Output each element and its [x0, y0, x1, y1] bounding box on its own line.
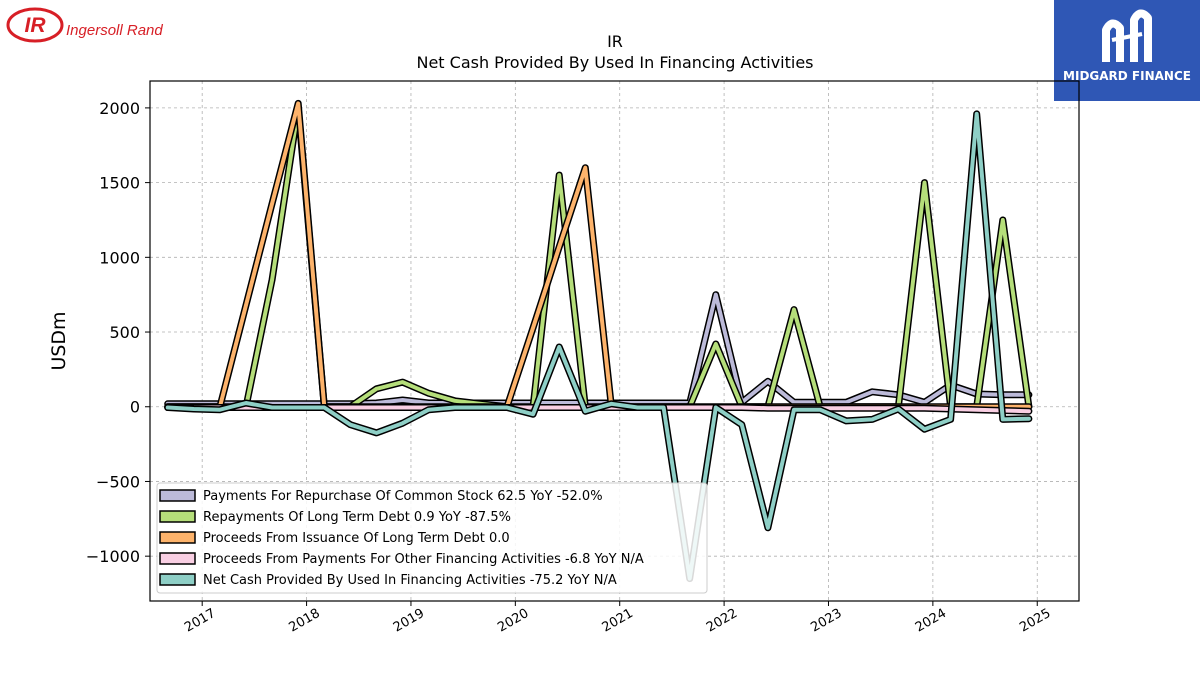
y-axis-label: USDm [48, 311, 70, 370]
logo-mark-text: IR [25, 14, 47, 37]
x-tick-label: 2017 [182, 606, 218, 636]
y-axis: −1000 −500 0 500 1000 1500 2000 [86, 99, 150, 566]
midgard-finance-logo: MIDGARD FINANCE [1054, 0, 1200, 101]
y-tick-label: 2000 [99, 99, 140, 118]
plot-frame [149, 80, 1080, 602]
x-axis: 2017 2018 2019 2020 2021 2022 2023 2024 2025 [182, 601, 1053, 635]
midgard-finance-wordmark: MIDGARD FINANCE [1063, 69, 1191, 83]
ingersoll-rand-logo: IR Ingersoll Rand [6, 6, 176, 44]
y-tick-label: −1000 [86, 547, 140, 566]
legend-swatch [159, 531, 196, 544]
legend-swatch [159, 489, 196, 502]
series-5 [164, 110, 1033, 583]
chart-subtitle: Net Cash Provided By Used In Financing A… [416, 53, 813, 72]
logo-wordmark-text: Ingersoll Rand [66, 22, 163, 39]
legend: Payments For Repurchase Of Common Stock … [156, 482, 708, 594]
chart-title: IR [607, 32, 623, 51]
x-tick-label: 2022 [704, 606, 740, 636]
legend-swatch [159, 510, 196, 523]
y-tick-label: 500 [109, 323, 140, 342]
y-tick-label: 1500 [99, 174, 140, 193]
x-tick-label: 2024 [913, 606, 949, 636]
legend-box [156, 482, 708, 594]
series-line-outline [164, 99, 1033, 411]
midgard-emblem-icon [1102, 9, 1152, 62]
legend-entry: Proceeds From Payments For Other Financi… [203, 552, 644, 567]
series-1 [164, 291, 1033, 408]
x-tick-label: 2019 [391, 606, 427, 636]
y-tick-label: 0 [130, 398, 140, 417]
series-line [165, 111, 1031, 581]
series-line [165, 292, 1031, 406]
legend-entry: Net Cash Provided By Used In Financing A… [203, 573, 617, 588]
y-tick-label: 1000 [99, 248, 140, 267]
y-tick-label: −500 [96, 472, 140, 491]
x-tick-label: 2021 [600, 606, 636, 636]
x-tick-label: 2020 [495, 606, 531, 636]
x-tick-label: 2023 [808, 606, 844, 636]
legend-entry: Payments For Repurchase Of Common Stock … [203, 489, 603, 504]
legend-swatch [159, 552, 196, 565]
series-group [164, 99, 1033, 583]
x-tick-label: 2018 [287, 606, 323, 636]
series-3 [164, 99, 1033, 411]
legend-swatch [159, 573, 196, 586]
legend-entry: Proceeds From Issuance Of Long Term Debt… [203, 531, 510, 546]
x-tick-label: 2025 [1017, 606, 1053, 636]
legend-entry: Repayments Of Long Term Debt 0.9 YoY -87… [203, 510, 511, 525]
